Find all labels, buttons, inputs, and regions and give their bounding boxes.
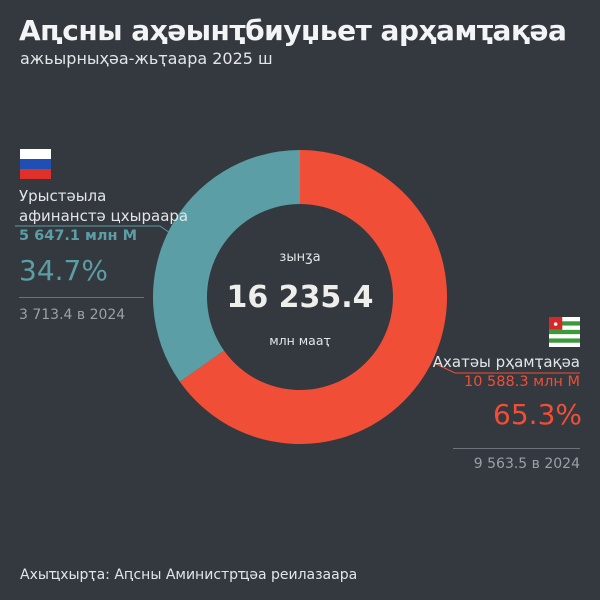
leader-line-russia bbox=[15, 225, 171, 234]
leader-line-own bbox=[435, 363, 580, 374]
russia-previous: 3 713.4 в 2024 bbox=[19, 307, 126, 323]
own-revenue-amount: 10 588.3 млн М bbox=[464, 374, 580, 390]
total-label: зынӡа bbox=[279, 250, 321, 265]
russia-percent: 34.7% bbox=[19, 254, 108, 287]
own-revenue-label: Ахатәы рҳамҭақәа bbox=[432, 353, 580, 371]
own-revenue-percent: 65.3% bbox=[493, 398, 582, 431]
donut-slice-own-revenue bbox=[179, 150, 447, 445]
source-note: Ахыҵхырҭа: Аԥсны Аминистрҵәа реилазаара bbox=[20, 567, 358, 583]
divider bbox=[19, 297, 144, 298]
abkhazia-flag-icon bbox=[549, 317, 580, 347]
donut-slice-russia bbox=[153, 150, 300, 382]
total-value: 16 235.4 bbox=[226, 280, 374, 315]
russia-amount: 5 647.1 млн М bbox=[19, 228, 138, 244]
own-revenue-previous: 9 563.5 в 2024 bbox=[473, 456, 580, 472]
page-title: Аԥсны аҳәынҭбиуџьет арҳамҭақәа bbox=[19, 14, 567, 47]
russia-label: Урыстәыла афинанстә цхыраара bbox=[19, 187, 189, 225]
russia-flag-icon bbox=[20, 149, 51, 179]
divider bbox=[453, 448, 580, 449]
total-unit: млн мааҭ bbox=[269, 333, 331, 348]
page-subtitle: ажьырныҳәа-жьҭаара 2025 ш bbox=[20, 49, 273, 68]
